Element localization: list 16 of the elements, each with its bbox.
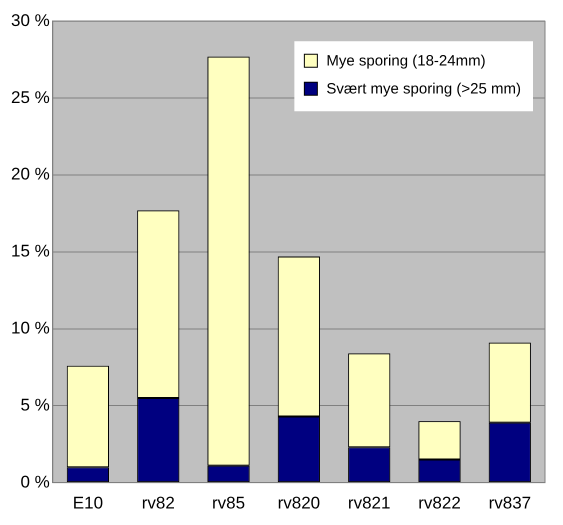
x-tick-label: rv85	[212, 493, 246, 512]
y-tick-label: 30 %	[11, 10, 50, 30]
y-tick-label: 10 %	[11, 318, 50, 338]
x-tick-label: rv822	[418, 493, 461, 512]
y-tick-label: 0 %	[20, 472, 50, 492]
y-tick-label: 20 %	[11, 164, 50, 184]
y-tick-label: 25 %	[11, 88, 50, 107]
x-tick-label: rv82	[142, 493, 175, 512]
legend-label: Svært mye sporing (>25 mm)	[326, 80, 522, 98]
y-tick-label: 5 %	[20, 395, 50, 414]
legend-label: Mye sporing (18-24mm)	[326, 52, 486, 70]
x-tick-label: rv820	[278, 493, 320, 512]
y-tick-label: 15 %	[11, 242, 50, 261]
x-tick-label: rv821	[348, 493, 390, 512]
x-tick-label: rv837	[488, 493, 532, 512]
x-tick-label: E10	[72, 493, 104, 512]
